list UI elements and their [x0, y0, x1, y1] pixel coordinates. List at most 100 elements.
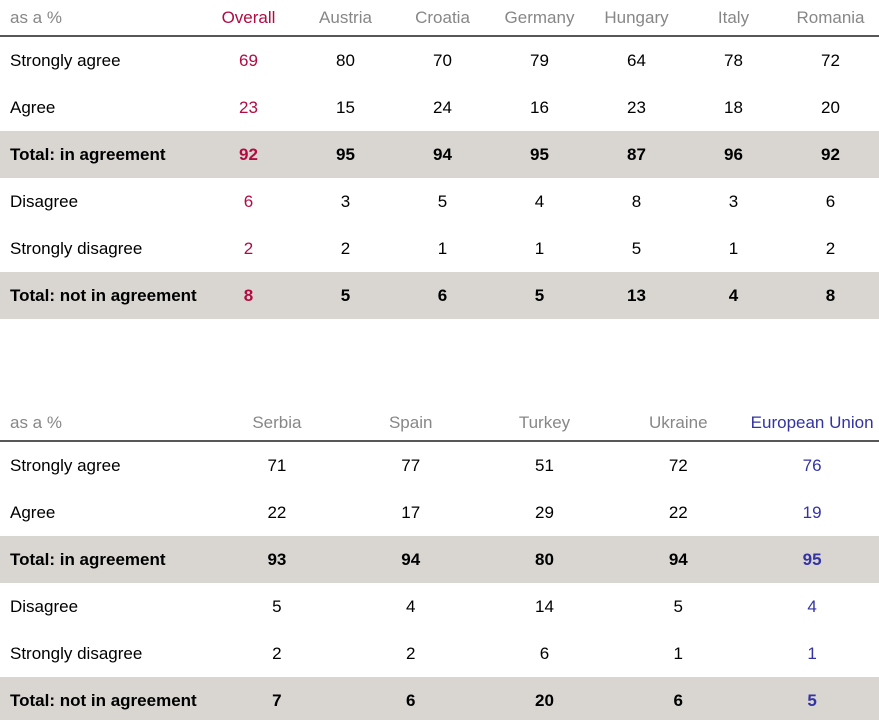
table-row: Disagree 5 4 14 5 4: [0, 583, 879, 630]
cell-value: 64: [627, 50, 646, 70]
cell-value: 72: [668, 455, 688, 475]
cell-value: 3: [728, 191, 739, 211]
cell-value: 5: [673, 596, 684, 616]
column-header-european-union: European Union: [745, 405, 879, 442]
row-label: Disagree: [10, 596, 79, 616]
total-row: Total: not in agreement 7 6 20 6 5: [0, 677, 879, 720]
cell-value: 5: [272, 596, 282, 616]
cell-value: 5: [631, 238, 642, 258]
row-label: Total: not in agreement: [10, 285, 197, 305]
row-label: Total: in agreement: [10, 144, 166, 164]
cell-value: 72: [821, 50, 840, 70]
cell-value: 94: [401, 549, 421, 569]
corner-label: as a %: [0, 405, 210, 442]
cell-value: 5: [437, 191, 448, 211]
cell-value: 51: [535, 455, 554, 475]
cell-value: 2: [340, 238, 351, 258]
cell-value: 96: [724, 144, 743, 164]
cell-value: 94: [668, 549, 688, 569]
column-header-germany: Germany: [491, 0, 588, 37]
table-row: Agree 22 17 29 22 19: [0, 489, 879, 536]
cell-value: 94: [433, 144, 452, 164]
agreement-table-bottom: as a % Serbia Spain Turkey Ukraine European U…: [0, 405, 879, 720]
cell-value: 92: [239, 144, 258, 164]
cell-value: 6: [825, 191, 836, 211]
cell-value: 95: [336, 144, 355, 164]
cell-value: 5: [534, 285, 545, 305]
cell-value: 5: [807, 690, 817, 710]
cell-value: 80: [336, 50, 355, 70]
table-row: Strongly disagree 2 2 6 1 1: [0, 630, 879, 677]
column-header-turkey: Turkey: [477, 405, 612, 442]
cell-value: 4: [728, 285, 739, 305]
row-label: Strongly agree: [10, 455, 121, 475]
cell-value: 6: [243, 191, 254, 211]
cell-value: 70: [433, 50, 452, 70]
cell-value: 16: [530, 97, 549, 117]
cell-value: 8: [825, 285, 836, 305]
cell-value: 13: [627, 285, 646, 305]
cell-value: 4: [534, 191, 545, 211]
row-label: Strongly agree: [10, 50, 121, 70]
table-row: Agree 23 15 24 16 23 18 20: [0, 84, 879, 131]
row-label: Disagree: [10, 191, 79, 211]
cell-value: 15: [336, 97, 355, 117]
cell-value: 4: [807, 596, 817, 616]
cell-value: 22: [668, 502, 688, 522]
column-header-croatia: Croatia: [394, 0, 491, 37]
table-header-row: as a % Overall Austria Croatia Germany Hungar…: [0, 0, 879, 37]
cell-value: 3: [340, 191, 351, 211]
cell-value: 1: [728, 238, 739, 258]
agreement-table-top: as a % Overall Austria Croatia Germany Hungar…: [0, 0, 879, 319]
cell-value: 1: [437, 238, 448, 258]
cell-value: 6: [539, 643, 550, 663]
column-header-italy: Italy: [685, 0, 782, 37]
cell-value: 93: [267, 549, 287, 569]
cell-value: 95: [802, 549, 822, 569]
cell-value: 20: [821, 97, 840, 117]
column-header-austria: Austria: [297, 0, 394, 37]
cell-value: 1: [807, 643, 817, 663]
cell-value: 79: [530, 50, 549, 70]
cell-value: 22: [267, 502, 287, 522]
cell-value: 77: [401, 455, 421, 475]
column-header-spain: Spain: [343, 405, 478, 442]
row-label: Total: not in agreement: [10, 690, 197, 710]
cell-value: 5: [340, 285, 351, 305]
cell-value: 8: [631, 191, 642, 211]
cell-value: 76: [802, 455, 822, 475]
total-row: Total: in agreement 92 95 94 95 87 96 92: [0, 131, 879, 178]
cell-value: 23: [239, 97, 258, 117]
cell-value: 6: [673, 690, 684, 710]
cell-value: 8: [243, 285, 254, 305]
table-row: Strongly agree 71 77 51 72 76: [0, 441, 879, 489]
cell-value: 6: [437, 285, 448, 305]
cell-value: 4: [405, 596, 416, 616]
row-label: Total: in agreement: [10, 549, 166, 569]
cell-value: 1: [534, 238, 545, 258]
cell-value: 2: [825, 238, 836, 258]
column-header-overall: Overall: [200, 0, 297, 37]
cell-value: 23: [627, 97, 646, 117]
table-row: Strongly disagree 2 2 1 1 5 1 2: [0, 225, 879, 272]
column-header-hungary: Hungary: [588, 0, 685, 37]
cell-value: 2: [405, 643, 416, 663]
corner-label: as a %: [0, 0, 200, 37]
cell-value: 24: [433, 97, 452, 117]
cell-value: 87: [627, 144, 646, 164]
cell-value: 92: [821, 144, 840, 164]
total-row: Total: not in agreement 8 5 6 5 13 4 8: [0, 272, 879, 319]
cell-value: 78: [724, 50, 743, 70]
cell-value: 1: [673, 643, 684, 663]
cell-value: 80: [535, 549, 554, 569]
column-header-ukraine: Ukraine: [611, 405, 746, 442]
cell-value: 29: [535, 502, 554, 522]
cell-value: 19: [802, 502, 822, 522]
cell-value: 2: [272, 643, 282, 663]
cell-value: 2: [243, 238, 254, 258]
cell-value: 6: [405, 690, 416, 710]
cell-value: 18: [724, 97, 743, 117]
row-label: Strongly disagree: [10, 643, 143, 663]
table-row: Disagree 6 3 5 4 8 3 6: [0, 178, 879, 225]
